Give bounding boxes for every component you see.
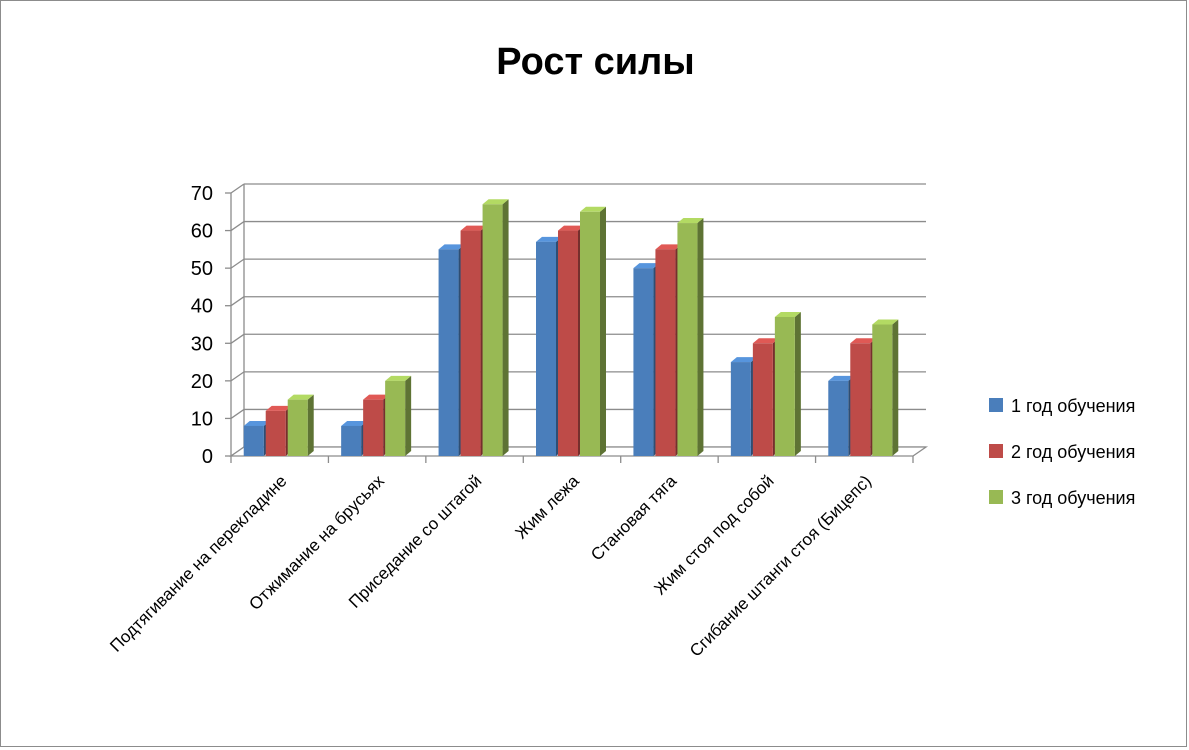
legend-swatch	[989, 490, 1003, 504]
legend-label: 2 год обучения	[1011, 442, 1135, 462]
bar-front	[536, 241, 556, 456]
bar-front	[828, 380, 849, 456]
bar-front	[580, 211, 600, 456]
legend-item: 1 год обучения	[989, 396, 1135, 416]
bar-top	[482, 199, 509, 205]
y-tick-label: 70	[191, 183, 213, 205]
bar	[872, 319, 899, 456]
bar-top	[287, 394, 314, 400]
bar-side	[405, 375, 412, 456]
bar-front	[438, 249, 459, 456]
y-tick-label: 60	[191, 221, 213, 243]
legend-swatch	[989, 444, 1003, 458]
bar-side	[794, 311, 801, 456]
bar-front	[243, 425, 264, 456]
bar-group	[243, 394, 314, 456]
bar-top	[438, 244, 465, 250]
bar-top	[460, 225, 487, 231]
chart-title: Рост силы	[496, 41, 695, 83]
gridline-depth	[230, 408, 245, 419]
bar-side	[892, 319, 899, 456]
bar-front	[633, 268, 654, 456]
bar-front	[287, 399, 308, 456]
bar-top	[363, 394, 390, 400]
y-tick-label: 40	[191, 296, 213, 318]
legend-item: 2 год обучения	[989, 442, 1135, 462]
bar-front	[363, 399, 384, 456]
bar-group	[633, 218, 704, 456]
bar-side	[697, 218, 704, 456]
bar-group	[730, 311, 801, 456]
bar	[482, 199, 509, 456]
bar-top	[265, 405, 292, 411]
bar-top	[341, 420, 368, 426]
bar-front	[774, 316, 795, 456]
bar	[677, 218, 704, 456]
y-tick-label: 20	[191, 371, 213, 393]
y-tick-label: 30	[191, 333, 213, 355]
bar-top	[655, 244, 682, 250]
bar-group	[438, 199, 509, 456]
y-tick-label: 0	[202, 446, 213, 468]
bar-top	[730, 357, 757, 363]
legend-swatch	[989, 398, 1003, 412]
gridline-depth	[230, 221, 245, 232]
legend-label: 3 год обучения	[1011, 488, 1135, 508]
bar-top	[774, 311, 801, 317]
bar-top	[828, 375, 855, 381]
gridline-depth	[230, 371, 245, 382]
bar-top	[872, 319, 899, 325]
bar-front	[850, 343, 871, 456]
bar-group	[536, 206, 606, 456]
bar-front	[482, 204, 503, 456]
bar-side	[502, 199, 509, 456]
bar-side	[600, 206, 606, 456]
bar-top	[633, 263, 660, 269]
bar-front	[655, 249, 676, 456]
legend: 1 год обучения 2 год обучения 3 год обучен…	[989, 396, 1135, 508]
bar-front	[265, 410, 286, 456]
bar-group	[828, 319, 899, 456]
bar-front	[730, 362, 751, 456]
bar-front	[677, 223, 698, 456]
y-tick-label: 10	[191, 408, 213, 430]
legend-item: 3 год обучения	[989, 488, 1135, 508]
bar-top	[677, 218, 704, 224]
bar-front	[460, 230, 481, 456]
gridline-depth	[230, 333, 245, 344]
bar-top	[536, 236, 562, 242]
bar-group	[341, 375, 412, 456]
x-tick-label: Сгибание штанги стоя (Бицепс)	[686, 471, 875, 660]
bar	[580, 206, 606, 456]
bar-side	[307, 394, 314, 456]
x-tick-label: Становая тяга	[587, 471, 680, 564]
bar	[287, 394, 314, 456]
bar-front	[558, 230, 578, 456]
bar-top	[243, 420, 270, 426]
bar-top	[850, 338, 877, 344]
y-tick-label: 50	[191, 258, 213, 280]
gridline-depth	[230, 296, 245, 307]
bar	[385, 375, 412, 456]
bar-front	[752, 343, 773, 456]
bar-front	[872, 324, 893, 456]
bar-front	[341, 425, 362, 456]
bar-top	[385, 375, 412, 381]
gridline-depth	[230, 258, 245, 269]
x-tick-label: Жим лежа	[512, 471, 584, 543]
legend-label: 1 год обучения	[1011, 396, 1135, 416]
bar-top	[752, 338, 779, 344]
bar-top	[558, 225, 584, 231]
bar	[774, 311, 801, 456]
gridline-depth	[230, 183, 245, 194]
bar-top	[580, 206, 606, 212]
x-tick-label: Подтягивание на перекладине	[106, 471, 290, 655]
bar-front	[385, 380, 406, 456]
